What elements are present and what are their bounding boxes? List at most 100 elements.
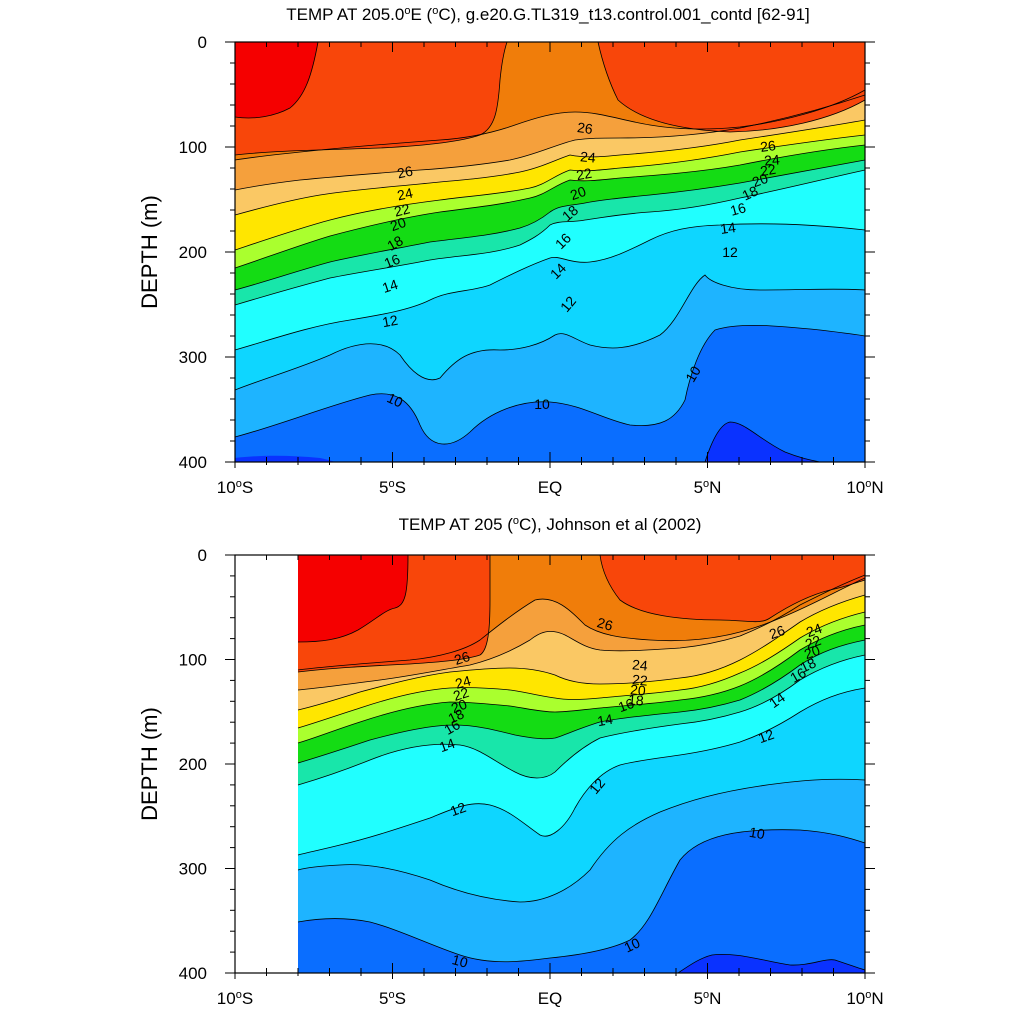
ylabel-model: DEPTH (m)	[137, 195, 162, 309]
x-tick-label: 10oN	[846, 989, 883, 1008]
y-tick-label: 300	[179, 860, 207, 879]
band-14-16	[298, 655, 865, 855]
band-22-24	[298, 595, 865, 728]
contour-label: 12	[381, 312, 399, 330]
contour-label: 20	[388, 214, 408, 234]
contour-label: 10	[450, 951, 469, 971]
y-tick-label: 200	[179, 755, 207, 774]
contour-label: 14	[596, 711, 614, 729]
band-deep-south	[235, 455, 335, 462]
band-deep-north	[678, 954, 865, 973]
panel-observed-title: TEMP AT 205 (oC), Johnson et al (2002)	[399, 515, 702, 534]
contour-label: 18	[628, 691, 645, 708]
contour-label: 22	[632, 671, 649, 688]
band-18-20	[235, 145, 865, 290]
panel-model-title: TEMP AT 205.0oE (oC), g.e20.G.TL319_t13.…	[286, 5, 810, 24]
contour-label: 20	[449, 696, 470, 717]
contour-fill-observed	[298, 555, 865, 973]
contour-label: 22	[759, 161, 777, 179]
contour-label: 10	[748, 824, 766, 842]
contour-label: 24	[764, 151, 781, 168]
x-tick-label: 10oN	[846, 478, 883, 497]
axes-observed: 0 100 200 300 400 10oS 5oS EQ 5oN 10oN	[179, 546, 884, 1008]
contour-label: 16	[382, 251, 403, 272]
band-hot-west	[298, 555, 408, 642]
y-tick-label: 200	[179, 243, 207, 262]
band-20-22	[298, 612, 865, 743]
contour-label: 24	[632, 656, 649, 673]
band-24-26	[298, 575, 865, 710]
y-tick-label: 0	[198, 546, 207, 565]
contour-label: 20	[568, 183, 588, 203]
x-tick-label: 5oN	[694, 478, 722, 497]
x-tick-label: 5oS	[379, 478, 406, 497]
band-10-11	[298, 829, 865, 973]
x-tick-label: 5oN	[694, 989, 722, 1008]
band-hot-west	[235, 42, 318, 118]
contour-label: 14	[380, 276, 400, 296]
x-tick-label: 5oS	[379, 989, 406, 1008]
y-tick-label: 400	[179, 453, 207, 472]
axes-model: 0 100 200 300 400 10oS 5oS EQ 5oN 10oN	[179, 33, 884, 497]
contour-label: 12	[756, 726, 776, 746]
contour-label: 16	[787, 664, 809, 686]
contour-label: 18	[446, 705, 467, 726]
y-tick-label: 300	[179, 348, 207, 367]
band-20-22	[235, 135, 865, 268]
contour-fill-model	[235, 42, 865, 462]
contour-lines-model	[234, 41, 866, 463]
contour-label: 20	[630, 681, 647, 698]
contour-label: 14	[437, 735, 457, 755]
contour-label: 12	[722, 244, 738, 260]
contour-label: 26	[452, 648, 472, 668]
contour-label: 22	[575, 165, 593, 183]
contour-label: 10	[682, 363, 704, 385]
contour-label: 24	[453, 672, 472, 692]
panel-model: TEMP AT 205.0oE (oC), g.e20.G.TL319_t13.…	[137, 5, 884, 497]
contour-label: 18	[740, 182, 761, 203]
band-22-24	[235, 120, 865, 250]
contour-label: 12	[448, 799, 468, 819]
band-16-18	[235, 160, 865, 305]
contour-label: 24	[396, 185, 415, 204]
contour-label: 16	[728, 199, 747, 219]
contour-label: 26	[576, 119, 594, 137]
contour-label: 10	[534, 396, 550, 412]
band-warm-east	[598, 42, 865, 132]
contour-label: 20	[750, 170, 770, 190]
band-11-12	[298, 779, 865, 962]
band-10-11	[235, 325, 865, 462]
panel-observed: TEMP AT 205 (oC), Johnson et al (2002)	[137, 515, 884, 1008]
band-24-26	[235, 95, 865, 215]
contour-label: 10	[622, 934, 643, 955]
ticks-model: 0 100 200 300 400 10oS 5oS EQ 5oN 10oN	[179, 33, 884, 497]
contour-label: 22	[393, 200, 412, 219]
band-11-12	[235, 275, 865, 445]
y-tick-label: 0	[198, 33, 207, 52]
ticks-observed: 0 100 200 300 400 10oS 5oS EQ 5oN 10oN	[179, 546, 884, 1008]
x-tick-label: EQ	[538, 478, 563, 497]
contour-label: 18	[384, 232, 406, 254]
contour-label: 14	[719, 219, 737, 237]
band-warm-east	[600, 555, 865, 622]
contour-label: 20	[802, 642, 822, 662]
x-tick-label: 10oS	[217, 478, 253, 497]
band-deep-north	[705, 422, 820, 462]
contour-label: 16	[441, 716, 463, 738]
contour-label: 24	[804, 620, 824, 640]
band-18-20	[298, 625, 865, 763]
contour-label: 18	[798, 654, 819, 675]
contour-label: 26	[396, 163, 415, 182]
y-tick-label: 400	[179, 964, 207, 983]
contour-label: 22	[451, 684, 471, 704]
contour-label: 26	[759, 137, 777, 155]
band-14-16	[235, 170, 865, 350]
y-tick-label: 100	[179, 138, 207, 157]
contour-label: 24	[580, 148, 597, 165]
contour-lines-observed	[297, 554, 866, 974]
contour-label: 26	[595, 614, 614, 634]
band-12-14	[298, 688, 865, 902]
x-tick-label: EQ	[538, 989, 563, 1008]
ylabel-observed: DEPTH (m)	[137, 707, 162, 821]
